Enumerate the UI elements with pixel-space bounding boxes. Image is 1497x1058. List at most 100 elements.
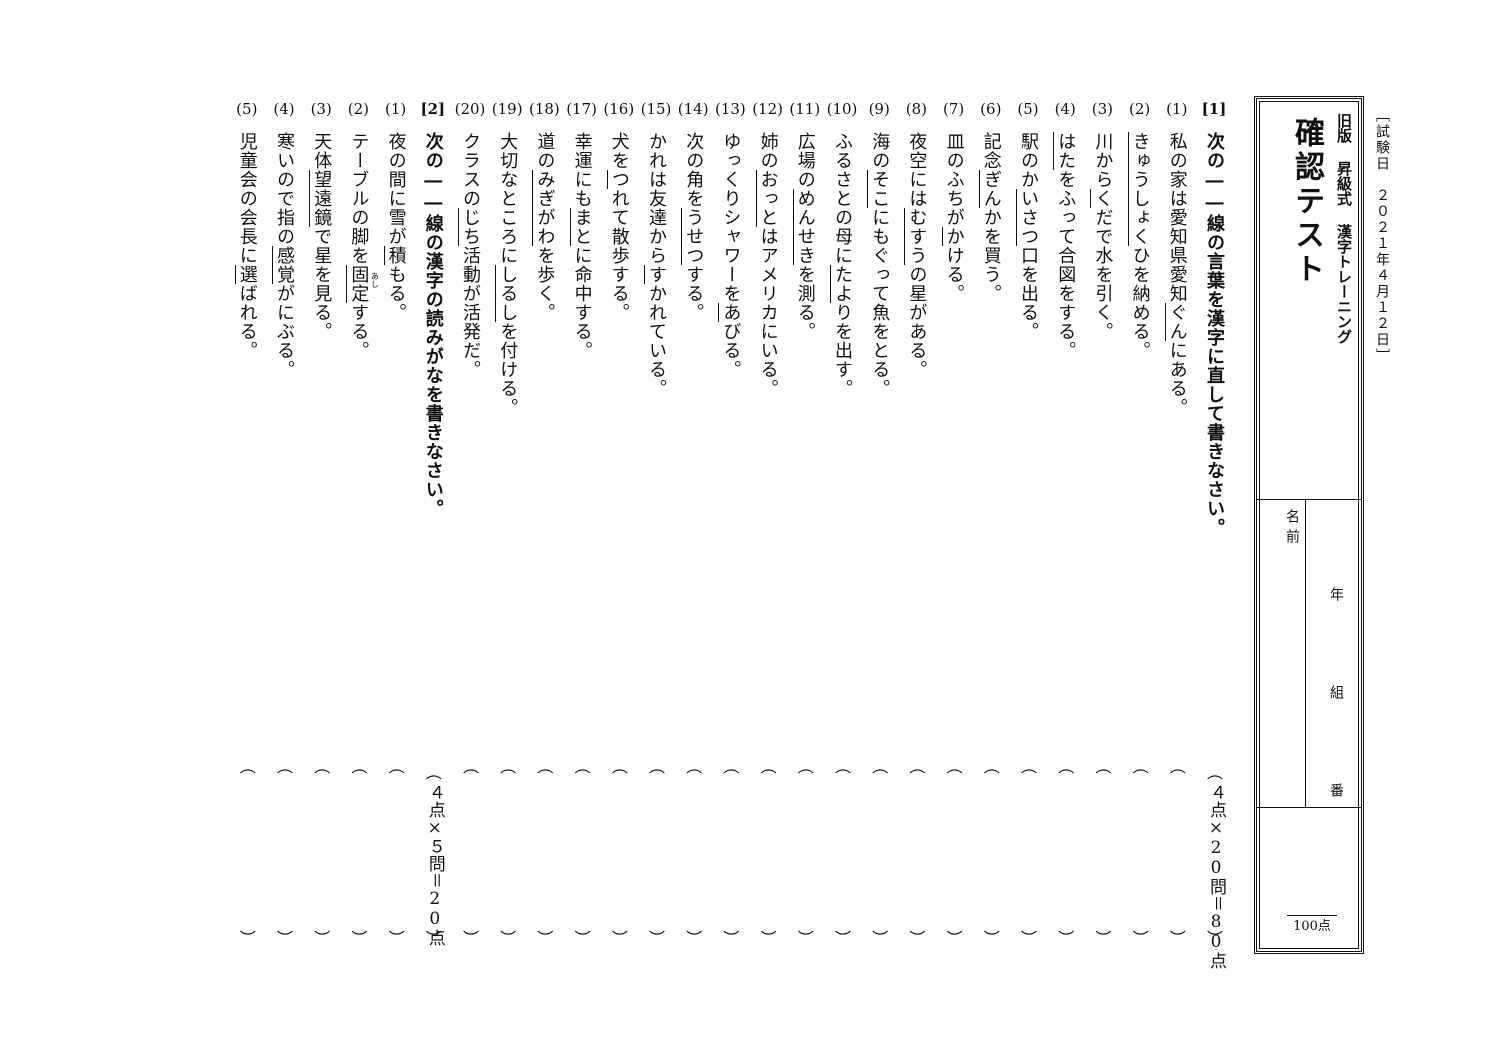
section-header: [2] 次の――線の漢字の読みがなを書きなさい。 ︵ ４点×５問＝20点 ︶ [415, 100, 451, 950]
question-row: (19) 大切なところにしるしを付ける。 ︵ ︶ [489, 100, 525, 950]
question-text-pre: 夜の間に雪が [385, 132, 407, 246]
question-text-pre: 天体 [311, 132, 333, 170]
answer-bracket-close: ︶ [348, 930, 368, 946]
question-text-post: をふって合図をする。 [1055, 170, 1077, 360]
question-text-pre: 姉の [757, 132, 779, 170]
question-text: きゅうしょくひを納める。 [1127, 132, 1151, 360]
question-number: (14) [677, 100, 709, 118]
name-label: 名前 [1284, 509, 1300, 549]
question-number: (5) [236, 100, 258, 118]
answer-bracket-open: ︵ [348, 758, 368, 774]
question-text: 大切なところにしるしを付ける。 [495, 132, 519, 417]
question-row: (5) 児童会の会長に選ばれる。 ︵ ︶ [229, 100, 265, 950]
question-text-post: かれている。 [646, 284, 667, 398]
answer-bracket-close: ︶ [980, 930, 1000, 946]
answer-bracket-close: ︶ [906, 930, 926, 946]
answer-bracket-open: ︵ [980, 758, 1000, 774]
bracket-close: ︶ [422, 930, 442, 946]
question-text-post: はアメリカにいる。 [757, 227, 779, 398]
answer-bracket-close: ︶ [534, 930, 554, 946]
answer-bracket-open: ︵ [683, 758, 703, 774]
question-row: (18) 道のみぎがわを歩く。 ︵ ︶ [526, 100, 562, 950]
answer-bracket-open: ︵ [608, 758, 628, 774]
answer-bracket-open: ︵ [534, 758, 554, 774]
underlined-word: いさつ [1016, 189, 1039, 246]
question-text-pre: ゆっくりシャワーを [720, 132, 742, 303]
question-text-post: かを買う。 [980, 208, 1002, 303]
question-row: (5) 駅のかいさつ口を出る。 ︵ ︶ [1010, 100, 1046, 950]
underlined-word: しるし [495, 265, 519, 322]
question-text: 道のみぎがわを歩く。 [532, 132, 556, 322]
question-text-post: ける。 [943, 246, 965, 303]
answer-bracket-open: ︵ [1129, 758, 1149, 774]
question-row: (14) 次の角をうせつする。 ︵ ︶ [675, 100, 711, 950]
question-text: 海のそこにもぐって魚をとる。 [867, 132, 891, 398]
underlined-word: まと [569, 208, 593, 246]
divider [1305, 499, 1306, 807]
question-number: (6) [980, 100, 1002, 118]
answer-bracket-close: ︶ [1092, 930, 1112, 946]
answer-bracket-close: ︶ [683, 930, 703, 946]
question-number: (1) [384, 100, 407, 118]
underlined-word: 固定 [346, 265, 370, 303]
question-text-post: を歩く。 [534, 246, 556, 322]
question-number: (4) [273, 100, 295, 118]
question-row: (15) かれは友達からすかれている。 ︵ ︶ [638, 100, 674, 950]
question-text: 皿のふちがかける。 [941, 132, 965, 303]
question-text-post: にもぐって魚をとる。 [869, 208, 891, 398]
question-text-post: にある。 [1166, 341, 1188, 417]
answer-bracket-open: ︵ [943, 758, 963, 774]
question-text: 姉のおっとはアメリカにいる。 [755, 132, 779, 398]
question-row: (1) 私の家は愛知県愛知ぐんにある。 ︵ ︶ [1159, 100, 1195, 950]
bracket-open: ︵ [422, 764, 442, 780]
question-text-post: ばれる。 [236, 284, 258, 360]
question-text: 夜空にはむすうの星がある。 [904, 132, 928, 379]
underlined-word: 積 [383, 246, 407, 265]
question-text-pre: 夜空には [906, 132, 928, 208]
question-text-post: びる。 [720, 322, 742, 379]
underlined-word: たよ [830, 265, 853, 303]
score-total: 100点 [1287, 915, 1337, 933]
question-text-pre: かれは友達から [646, 132, 667, 265]
underlined-word: つ [606, 170, 630, 189]
question-row: (16) 犬をつれて散歩する。 ︵ ︶ [601, 100, 637, 950]
answer-bracket-close: ︶ [832, 930, 851, 946]
series-label: 旧版 昇級式 漢字トレーニング [1335, 113, 1353, 344]
question-text-pre: 次の角を [683, 132, 705, 208]
header-box: 旧版 昇級式 漢字トレーニング 確認テスト 名前 年 組 番 100点 [1254, 96, 1364, 954]
question-text: 寒いので指の感覚がにぶる。 [272, 132, 295, 379]
section-number: [1] [1201, 100, 1227, 118]
underlined-word: むすう [904, 208, 928, 265]
exam-date: ［試験日 ２０２１年４月１２日］ [1374, 108, 1390, 364]
underlined-word: ぐん [1164, 303, 1188, 341]
section-header: [1] 次の――線の言葉を漢字に直して書きなさい。 ︵ ４点×20問＝80点 ︶ [1196, 100, 1232, 969]
underlined-word: はた [1053, 132, 1077, 170]
question-text: 児童会の会長に選ばれる。 [234, 132, 258, 360]
question-text-pre: 私の家は愛知県愛知 [1166, 132, 1188, 303]
answer-bracket-close: ︶ [794, 930, 814, 946]
answer-bracket-open: ︵ [1018, 758, 1037, 774]
year-label: 年 [1328, 587, 1344, 601]
section-number: [2] [420, 100, 446, 118]
underlined-word: ぎん [978, 170, 1002, 208]
question-number: (19) [491, 100, 523, 118]
question-row: (6) 記念ぎんかを買う。 ︵ ︶ [973, 100, 1009, 950]
answer-bracket-close: ︶ [757, 930, 777, 946]
underlined-word: あ [718, 303, 742, 322]
underlined-word: く [1090, 189, 1114, 208]
question-text-post: する。 [348, 303, 370, 360]
bracket-open: ︵ [1204, 764, 1223, 780]
question-row: (13) ゆっくりシャワーをあびる。 ︵ ︶ [712, 100, 748, 950]
answer-bracket-open: ︵ [720, 758, 740, 774]
question-row: (2) テーブルの脚を固定する。 ︵ ︶ あし [340, 100, 379, 950]
question-row: (1) 夜の間に雪が積もる。 ︵ ︶ [378, 100, 414, 950]
question-text-pre: 記念 [980, 132, 1002, 170]
answer-bracket-close: ︶ [274, 930, 293, 946]
answer-bracket-open: ︵ [906, 758, 926, 774]
underlined-word: そこ [867, 170, 891, 208]
divider [1257, 499, 1361, 500]
underlined-word: す [644, 265, 667, 284]
question-text-pre: 幸運にも [571, 132, 593, 208]
question-text: 広場のめんせきを測る。 [792, 132, 816, 341]
question-row: (3) 川からくだで水を引く。 ︵ ︶ [1084, 100, 1120, 950]
